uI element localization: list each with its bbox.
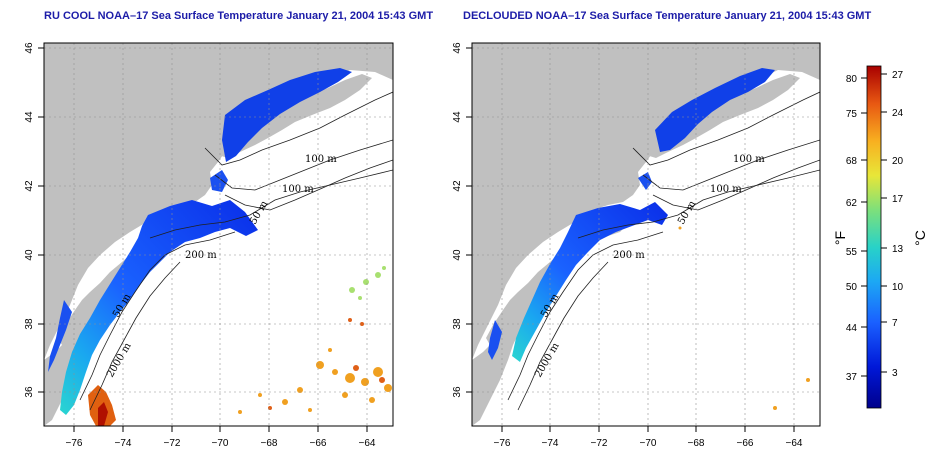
contour-label-100m-b: 100 m bbox=[282, 184, 314, 195]
bathymetry-contours bbox=[79, 91, 393, 411]
temperature-colorbar: 80 75 68 62 55 50 44 37 27 24 20 17 13 1… bbox=[832, 65, 928, 409]
x-tick-label: −66 bbox=[310, 438, 327, 449]
contour-label-100m-a: 100 m bbox=[305, 154, 337, 165]
land-nova-scotia bbox=[218, 74, 372, 158]
colorbar-c-tick: 10 bbox=[892, 282, 904, 293]
map-panel-declouded: 100 m 100 m 50 m 200 m 50 m 2000 m bbox=[452, 42, 821, 449]
y-tick-label: 46 bbox=[24, 42, 35, 54]
graticule bbox=[44, 43, 393, 426]
x-tick-label: −72 bbox=[164, 438, 181, 449]
colorbar-f-tick: 44 bbox=[846, 323, 858, 334]
x-tick-label: −66 bbox=[737, 438, 754, 449]
x-tick-label: −74 bbox=[542, 438, 559, 449]
contour-label-200m: 200 m bbox=[613, 250, 645, 261]
x-tick-label: −68 bbox=[688, 438, 705, 449]
x-tick-label: −68 bbox=[261, 438, 278, 449]
colorbar-c-tick: 27 bbox=[892, 70, 904, 81]
colorbar-f-tick: 37 bbox=[846, 372, 858, 383]
x-tick-label: −64 bbox=[786, 438, 803, 449]
colorbar-f-tick: 75 bbox=[846, 109, 858, 120]
colorbar-f-tick: 80 bbox=[846, 74, 858, 85]
y-tick-label: 40 bbox=[452, 249, 463, 261]
y-tick-label: 38 bbox=[24, 318, 35, 330]
colorbar-c-tick: 24 bbox=[892, 108, 904, 119]
y-tick-label: 46 bbox=[452, 42, 463, 54]
contour-label-100m-b: 100 m bbox=[710, 184, 742, 195]
y-tick-label: 42 bbox=[452, 180, 463, 192]
colorbar-c-tick: 13 bbox=[892, 244, 904, 255]
x-tick-label: −70 bbox=[640, 438, 657, 449]
y-tick-label: 44 bbox=[452, 111, 463, 123]
colorbar-f-tick: 62 bbox=[846, 198, 858, 209]
panel-title-declouded: DECLOUDED NOAA–17 Sea Surface Temperatur… bbox=[463, 10, 872, 22]
x-tick-label: −76 bbox=[494, 438, 511, 449]
x-tick-label: −70 bbox=[212, 438, 229, 449]
y-tick-label: 40 bbox=[24, 249, 35, 261]
contour-label-100m-a: 100 m bbox=[733, 154, 765, 165]
y-tick-label: 38 bbox=[452, 318, 463, 330]
map-panel-raw: 100 m 100 m 50 m 200 m 50 m 2000 m bbox=[24, 42, 394, 449]
colorbar-f-tick: 68 bbox=[846, 156, 858, 167]
x-tick-label: −74 bbox=[115, 438, 132, 449]
x-tick-label: −72 bbox=[591, 438, 608, 449]
contour-label-200m: 200 m bbox=[185, 250, 217, 261]
y-tick-label: 36 bbox=[24, 386, 35, 398]
y-tick-label: 44 bbox=[24, 111, 35, 123]
colorbar-fahrenheit-label: °F bbox=[832, 231, 848, 245]
x-tick-label: −76 bbox=[66, 438, 83, 449]
panel-title-raw: RU COOL NOAA–17 Sea Surface Temperature … bbox=[44, 10, 434, 22]
colorbar-f-tick: 50 bbox=[846, 282, 858, 293]
x-tick-label: −64 bbox=[359, 438, 376, 449]
colorbar-f-tick: 55 bbox=[846, 247, 858, 258]
colorbar-c-tick: 20 bbox=[892, 156, 904, 167]
y-tick-label: 42 bbox=[24, 180, 35, 192]
colorbar-c-tick: 7 bbox=[892, 318, 898, 329]
colorbar-celsius-label: °C bbox=[912, 230, 928, 246]
colorbar-c-tick: 3 bbox=[892, 368, 898, 379]
land-north bbox=[44, 43, 393, 360]
y-tick-label: 36 bbox=[452, 386, 463, 398]
colorbar-c-tick: 17 bbox=[892, 194, 904, 205]
sst-coastal-band bbox=[222, 68, 352, 162]
